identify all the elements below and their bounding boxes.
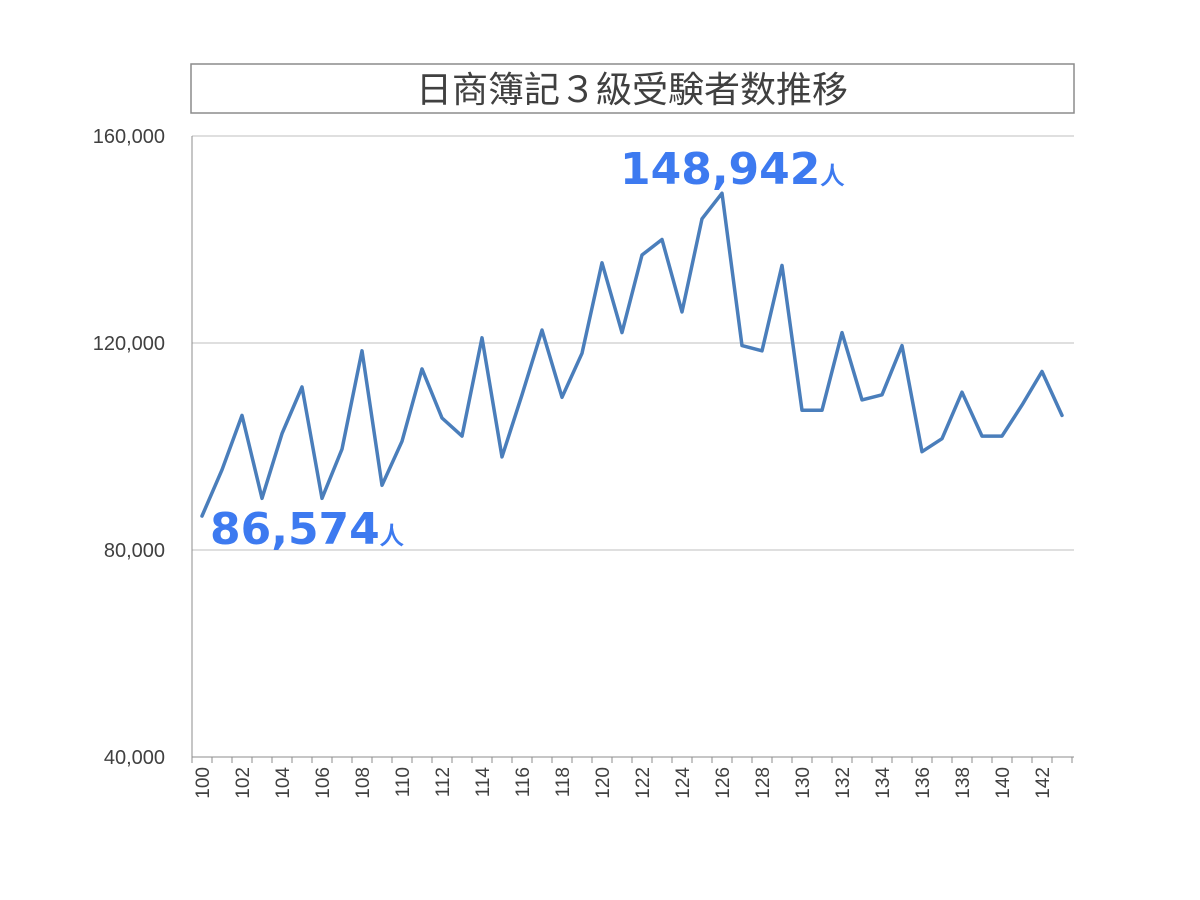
x-tick-label: 122 xyxy=(633,767,654,799)
x-tick-label: 104 xyxy=(273,767,294,799)
y-tick-label: 160,000 xyxy=(93,126,165,148)
x-tick-label: 138 xyxy=(953,767,974,799)
x-tick-label: 102 xyxy=(233,767,254,799)
annotation-number: 86,574 xyxy=(210,504,380,555)
x-tick-label: 132 xyxy=(833,767,854,799)
x-tick-label: 136 xyxy=(913,767,934,799)
annotation-unit: 人 xyxy=(820,162,844,190)
x-tick-label: 126 xyxy=(713,767,734,799)
y-axis-ticks: 40,000 80,000 120,000 160,000 xyxy=(93,126,165,769)
y-tick-label: 80,000 xyxy=(104,540,165,562)
gridlines xyxy=(192,135,1074,551)
x-tick-label: 140 xyxy=(993,767,1014,799)
x-tick-label: 114 xyxy=(473,767,494,798)
x-tick-label: 110 xyxy=(393,767,414,797)
x-tick-label: 142 xyxy=(1033,767,1054,799)
x-tick-label: 116 xyxy=(513,767,534,797)
annotation-unit: 人 xyxy=(380,522,404,550)
y-tick-label: 40,000 xyxy=(104,747,165,769)
x-tick-label: 128 xyxy=(753,767,774,799)
series-line xyxy=(200,191,1064,518)
y-tick-label: 120,000 xyxy=(93,333,165,355)
x-tick-label: 118 xyxy=(553,767,574,797)
annotation-label: 148,942人 xyxy=(620,144,844,195)
chart-title-box xyxy=(190,63,1075,114)
x-axis: 100 102 104 106 108 110 112 114 116 118 120 122 124 1… xyxy=(191,136,1074,799)
x-tick-label: 106 xyxy=(313,767,334,799)
x-tick-label: 100 xyxy=(193,767,214,799)
x-tick-label: 112 xyxy=(433,767,454,797)
x-tick-label: 120 xyxy=(593,767,614,799)
x-tick-label: 134 xyxy=(873,767,894,799)
x-tick-label: 130 xyxy=(793,767,814,799)
x-tick-label: 124 xyxy=(673,767,694,799)
x-tick-label: 108 xyxy=(353,767,374,799)
annotation-label: 86,574人 xyxy=(210,504,404,555)
chart-title: 日商簿記３級受験者数推移 xyxy=(416,70,848,111)
annotation-number: 148,942 xyxy=(620,144,820,195)
series-group xyxy=(200,191,1064,518)
